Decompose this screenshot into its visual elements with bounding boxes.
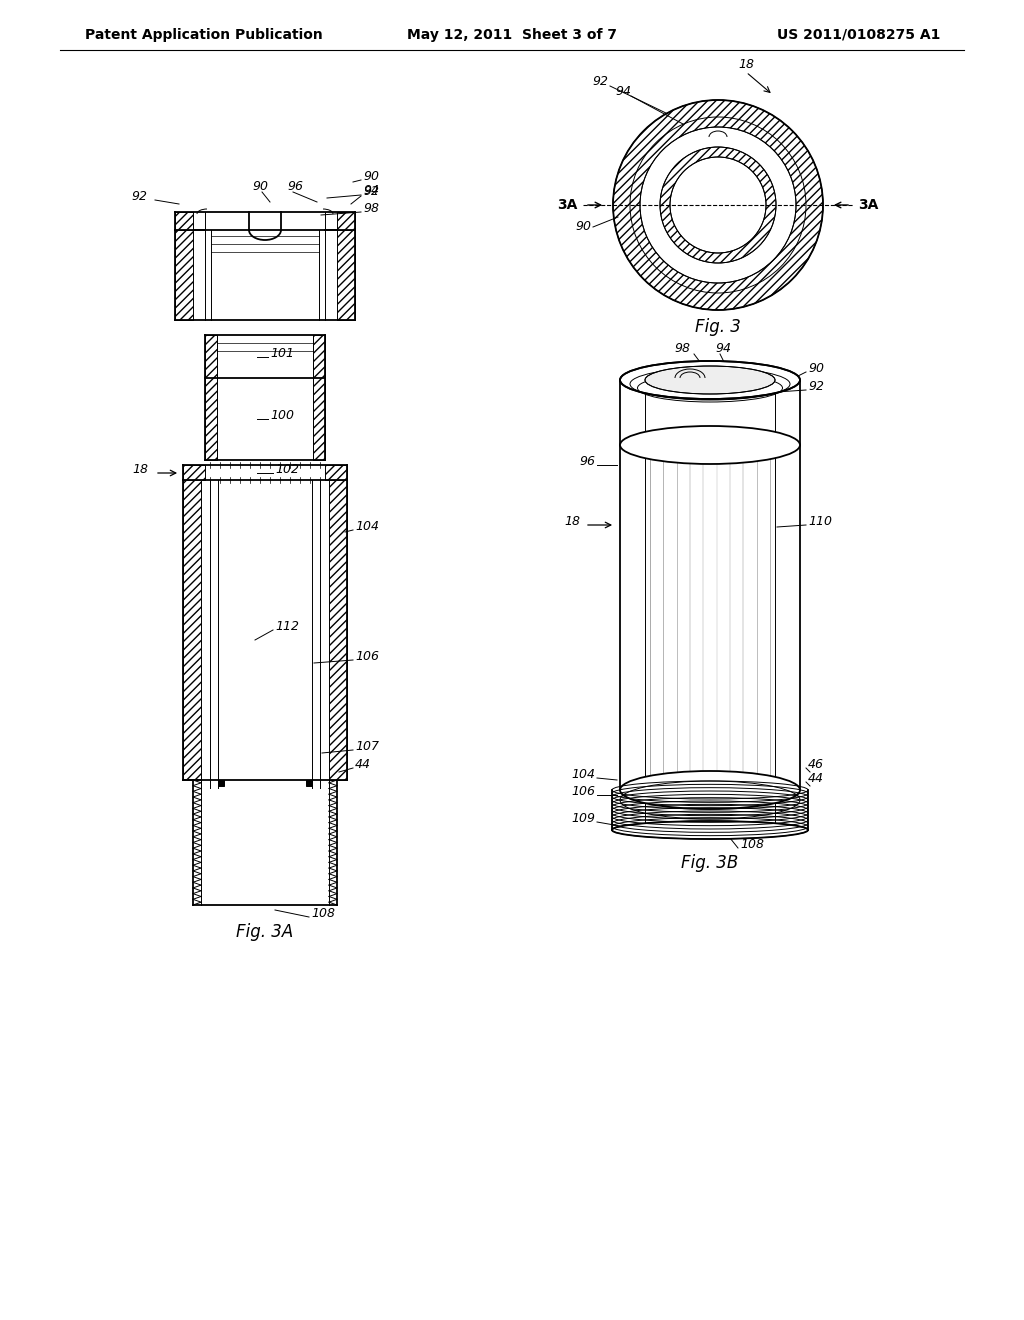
Text: Fig. 3B: Fig. 3B	[681, 854, 738, 873]
Text: 104: 104	[571, 768, 595, 781]
Text: 108: 108	[311, 907, 335, 920]
Text: 101: 101	[270, 347, 294, 360]
Text: 18: 18	[738, 58, 754, 71]
Text: 90: 90	[362, 170, 379, 183]
Ellipse shape	[620, 771, 800, 809]
Text: 46: 46	[808, 758, 824, 771]
Text: 112: 112	[275, 620, 299, 634]
Text: 104: 104	[355, 520, 379, 533]
Text: 90: 90	[575, 220, 591, 234]
Text: 109: 109	[571, 812, 595, 825]
Bar	[205, 335, 217, 459]
Text: 102: 102	[275, 463, 299, 477]
Text: 3A: 3A	[558, 198, 578, 213]
Text: 98: 98	[674, 342, 690, 355]
Bar	[313, 335, 325, 459]
Text: 96: 96	[287, 180, 303, 193]
Text: US 2011/0108275 A1: US 2011/0108275 A1	[776, 28, 940, 42]
Ellipse shape	[620, 426, 800, 465]
Text: 90: 90	[252, 180, 268, 193]
Text: 108: 108	[740, 838, 764, 851]
Text: 90: 90	[808, 362, 824, 375]
Text: 94: 94	[715, 342, 731, 355]
Text: 96: 96	[579, 455, 595, 469]
Text: 94: 94	[362, 183, 379, 197]
Text: 92: 92	[131, 190, 147, 203]
Text: May 12, 2011  Sheet 3 of 7: May 12, 2011 Sheet 3 of 7	[407, 28, 617, 42]
Text: 94: 94	[615, 84, 631, 98]
Bar	[183, 480, 201, 780]
Bar	[329, 480, 347, 780]
Text: 92: 92	[362, 185, 379, 198]
Text: 44: 44	[808, 772, 824, 785]
Text: 98: 98	[362, 202, 379, 215]
Text: 110: 110	[808, 515, 831, 528]
Bar	[306, 780, 312, 785]
Text: 100: 100	[270, 409, 294, 422]
Bar	[175, 230, 193, 319]
Ellipse shape	[620, 360, 800, 399]
Text: 106: 106	[355, 649, 379, 663]
Text: 107: 107	[355, 741, 379, 752]
Text: 92: 92	[592, 75, 608, 88]
Text: Patent Application Publication: Patent Application Publication	[85, 28, 323, 42]
Bar	[337, 230, 355, 319]
Ellipse shape	[645, 366, 775, 393]
Text: 106: 106	[571, 785, 595, 799]
Text: 3A: 3A	[858, 198, 879, 213]
Text: 18: 18	[132, 463, 148, 477]
Bar	[337, 213, 355, 230]
Text: 44: 44	[355, 758, 371, 771]
Text: Fig. 3: Fig. 3	[695, 318, 741, 337]
Bar	[325, 465, 347, 480]
Text: 18: 18	[564, 515, 580, 528]
Ellipse shape	[612, 821, 808, 840]
Text: 92: 92	[808, 380, 824, 393]
Bar	[175, 213, 193, 230]
Bar	[218, 780, 224, 785]
Bar	[183, 465, 205, 480]
Text: Fig. 3A: Fig. 3A	[237, 923, 294, 941]
